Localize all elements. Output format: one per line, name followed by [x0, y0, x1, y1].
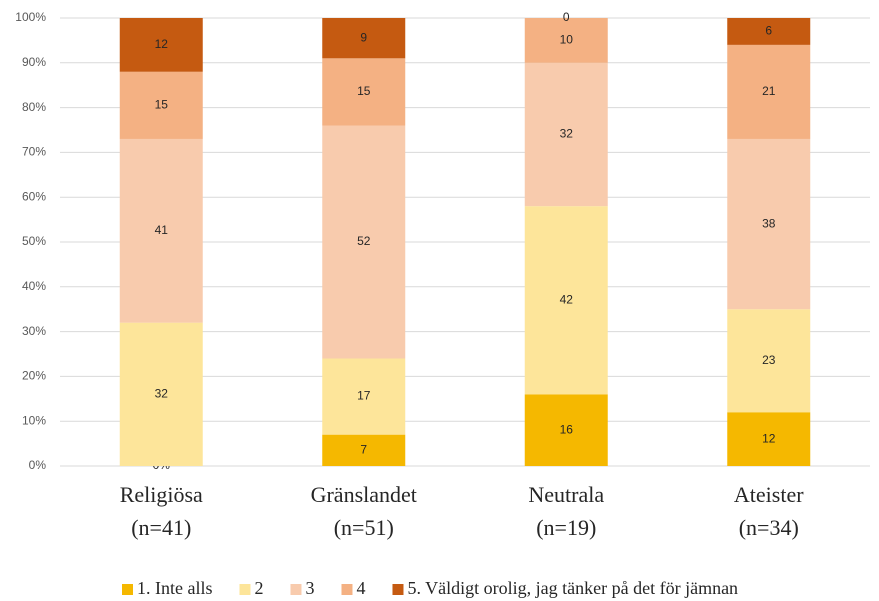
legend-label: 1. Inte alls	[137, 578, 212, 598]
bar-segment	[119, 18, 203, 72]
legend-swatch	[239, 584, 251, 595]
data-label: 12	[155, 37, 169, 51]
data-label: 38	[762, 216, 776, 230]
data-label: 6	[765, 24, 772, 38]
y-tick-label: 40%	[22, 279, 46, 293]
bar-segment	[524, 394, 608, 466]
x-tick-label: Ateister	[734, 482, 804, 507]
legend-label: 4	[356, 578, 365, 598]
legend-label: 3	[305, 578, 314, 598]
data-label: 7	[360, 442, 367, 456]
data-label: 32	[560, 127, 574, 141]
x-tick-label: (n=34)	[739, 515, 799, 540]
bar-segment	[119, 71, 203, 139]
data-label: 42	[560, 292, 574, 306]
y-tick-label: 70%	[22, 145, 46, 159]
bar-segment	[322, 18, 406, 59]
data-label: 12	[762, 431, 776, 445]
legend-label: 5. Väldigt orolig, jag tänker på det för…	[407, 578, 738, 598]
bar-segment	[322, 434, 406, 466]
x-tick-label: Gränslandet	[311, 482, 417, 507]
data-label: 15	[155, 98, 169, 112]
bar-segment	[524, 18, 608, 63]
data-label: 0	[563, 10, 570, 24]
legend-swatch	[392, 584, 404, 595]
y-tick-label: 100%	[15, 10, 46, 24]
y-tick-label: 90%	[22, 55, 46, 69]
bar-segment	[727, 138, 811, 310]
bar-segment	[322, 125, 406, 359]
x-tick-label: Religiösa	[120, 482, 203, 507]
bar-segment	[119, 138, 203, 323]
y-tick-label: 60%	[22, 189, 46, 203]
bar-segment	[727, 412, 811, 466]
y-tick-label: 50%	[22, 234, 46, 248]
y-tick-label: 20%	[22, 369, 46, 383]
data-label: 23	[762, 353, 776, 367]
bar-segment	[322, 358, 406, 435]
data-label: 17	[357, 389, 371, 403]
bar-segment	[727, 44, 811, 139]
data-label: 15	[357, 84, 371, 98]
x-tick-label: Neutrala	[528, 482, 604, 507]
y-tick-label: 80%	[22, 100, 46, 114]
x-tick-label: (n=41)	[131, 515, 191, 540]
data-label: 32	[155, 386, 169, 400]
legend-swatch	[290, 584, 302, 595]
bar-segment	[119, 322, 203, 466]
bar-segment	[524, 206, 608, 395]
data-label: 52	[357, 234, 371, 248]
data-label: 41	[155, 223, 169, 237]
bar-segment	[524, 62, 608, 207]
x-tick-label: (n=51)	[334, 515, 394, 540]
bar-segment	[727, 309, 811, 413]
legend-swatch	[122, 584, 133, 595]
data-label: 16	[560, 422, 574, 436]
legend-swatch	[341, 584, 353, 595]
bar-segment	[322, 58, 406, 126]
y-tick-label: 30%	[22, 324, 46, 338]
data-label: 21	[762, 84, 776, 98]
legend-label: 2	[254, 578, 263, 598]
data-label: 9	[360, 30, 367, 44]
x-tick-label: (n=19)	[536, 515, 596, 540]
y-tick-label: 0%	[29, 458, 47, 472]
bar-segment	[727, 18, 811, 45]
y-tick-label: 10%	[22, 413, 46, 427]
data-label: 10	[560, 33, 574, 47]
